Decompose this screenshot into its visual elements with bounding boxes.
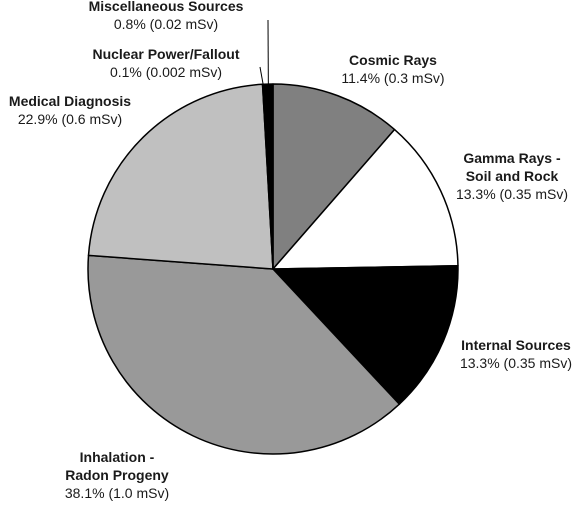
slice-name: Radon Progeny [65, 467, 169, 483]
slice-value: 13.3% (0.35 mSv) [456, 186, 568, 202]
slice-name: Medical Diagnosis [9, 93, 131, 109]
slice-label-cosmic-rays: Cosmic Rays 11.4% (0.3 mSv) [341, 52, 444, 86]
pie-slices [88, 84, 458, 454]
slice-name: Internal Sources [461, 337, 571, 353]
leader-lines [260, 20, 268, 84]
slice-name: Inhalation - [80, 449, 155, 465]
slice-label-miscellaneous-sources: Miscellaneous Sources 0.8% (0.02 mSv) [89, 0, 244, 32]
slice-value: 13.3% (0.35 mSv) [460, 355, 572, 371]
slice-name: Miscellaneous Sources [89, 0, 244, 14]
slice-value: 0.8% (0.02 mSv) [114, 16, 218, 32]
slice-value: 11.4% (0.3 mSv) [341, 70, 444, 86]
slice-value: 22.9% (0.6 mSv) [18, 111, 122, 127]
slice-name: Soil and Rock [466, 168, 559, 184]
slice-label-inhalation-radon-progeny: Inhalation - Radon Progeny 38.1% (1.0 mSv) [65, 449, 169, 501]
slice-value: 0.1% (0.002 mSv) [110, 64, 222, 80]
slice-label-medical-diagnosis: Medical Diagnosis 22.9% (0.6 mSv) [9, 93, 131, 127]
slice-label-internal-sources: Internal Sources 13.3% (0.35 mSv) [460, 337, 572, 371]
leader-line [260, 67, 263, 84]
slice-label-nuclear-power-fallout: Nuclear Power/Fallout 0.1% (0.002 mSv) [92, 46, 239, 80]
slice-label-gamma-rays-soil-and-rock: Gamma Rays - Soil and Rock 13.3% (0.35 mSv… [456, 150, 568, 202]
slice-name: Nuclear Power/Fallout [92, 46, 239, 62]
slice-name: Gamma Rays - [463, 150, 561, 166]
slice-value: 38.1% (1.0 mSv) [65, 485, 169, 501]
slice-name: Cosmic Rays [349, 52, 437, 68]
